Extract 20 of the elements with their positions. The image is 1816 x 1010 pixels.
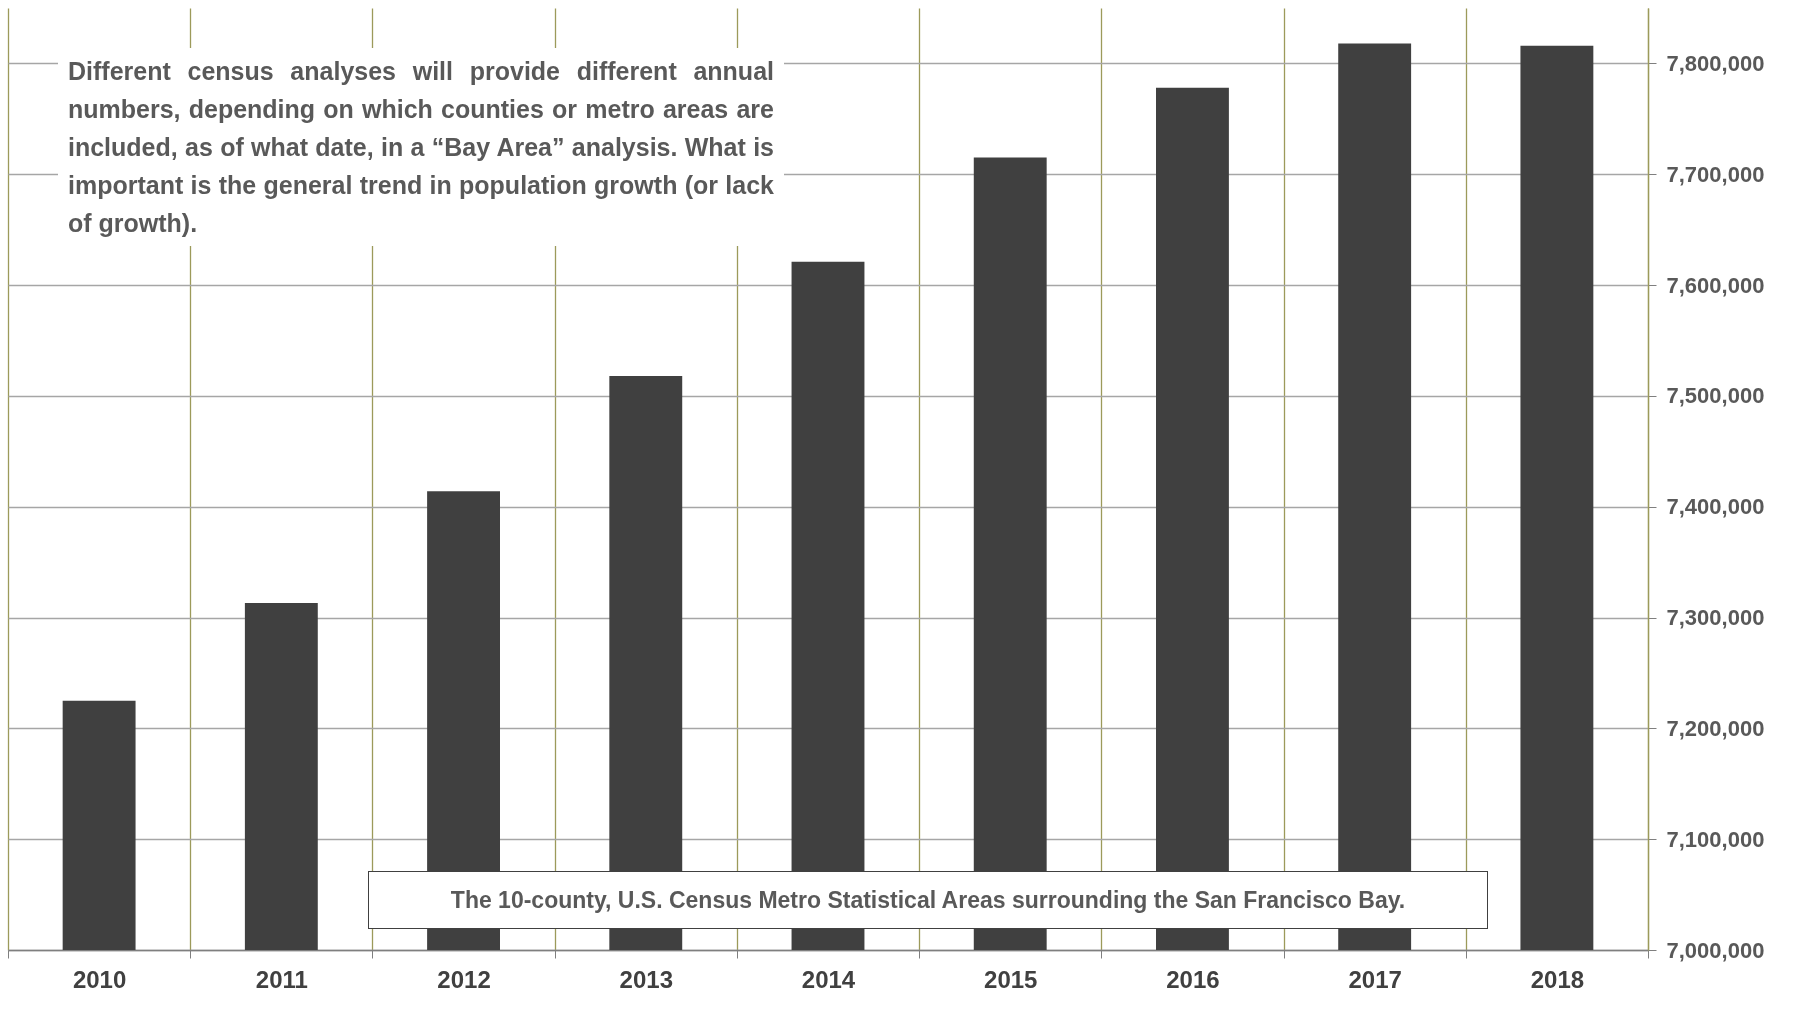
y-tick-label: 7,200,000 [1666, 715, 1765, 741]
y-tick-label: 7,400,000 [1666, 494, 1765, 520]
x-tick-label: 2013 [619, 965, 673, 993]
annotation: Different census analyses will provide different annual numbers, depending on which counties or metro areas are included, as of what date, in a “Bay Area” analysis. What is important is the general trend in population growth (or lack of growth). [58, 48, 784, 246]
text-box: The 10-county, U.S. Census Metro Statistical Areas surrounding the San Francisco Bay. [368, 871, 1488, 929]
y-tick-label: 7,000,000 [1666, 937, 1765, 963]
x-tick-label: 2011 [255, 965, 308, 993]
x-tick-label: 2014 [801, 965, 856, 993]
x-tick-label: 2010 [72, 965, 127, 993]
x-tick-label: 2018 [1530, 965, 1585, 993]
y-tick-label: 7,300,000 [1666, 605, 1765, 631]
y-tick-label: 7,500,000 [1666, 383, 1765, 409]
x-tick-label: 2015 [984, 965, 1038, 993]
y-tick-label: 7,600,000 [1666, 272, 1765, 298]
x-tick-label: 2017 [1348, 965, 1402, 993]
y-tick-label: 7,700,000 [1666, 161, 1765, 187]
x-tick-label: 2016 [1166, 965, 1220, 993]
y-tick-label: 7,800,000 [1666, 50, 1765, 76]
y-tick-label: 7,100,000 [1666, 826, 1765, 852]
x-tick-label: 2012 [437, 965, 491, 993]
